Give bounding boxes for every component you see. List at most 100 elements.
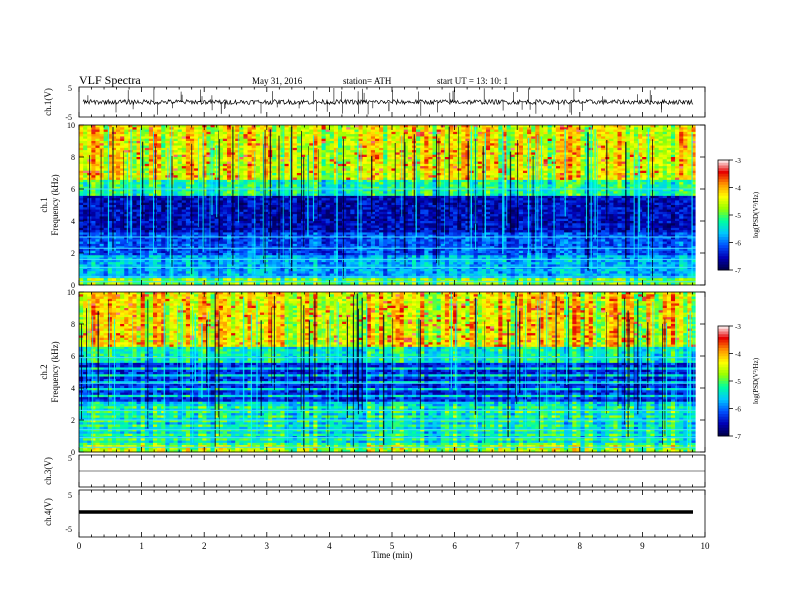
spectrogram-cell [330, 171, 335, 174]
spectrogram-cell [330, 182, 335, 185]
spectrogram-cell [544, 146, 549, 149]
spectrogram-cell [182, 171, 187, 174]
spectrogram-cell [256, 125, 261, 128]
spectrogram-cell [675, 166, 680, 169]
spectrogram-cell [338, 150, 343, 153]
spectrogram-cell [297, 194, 302, 197]
spectrogram-cell [609, 178, 614, 181]
spectrogram-cell [91, 130, 96, 133]
spectrogram-cell [186, 173, 191, 176]
spectrogram-cell [346, 194, 351, 197]
spectrogram-cell [367, 150, 372, 153]
spectrogram-cell [132, 198, 137, 201]
spectrogram-cell [523, 125, 528, 128]
spectrogram-cell [544, 139, 549, 142]
spectrogram-cell [350, 173, 355, 176]
spectrogram-cell [211, 134, 216, 137]
spectrogram-cell [272, 146, 277, 149]
spectrogram-cell [334, 198, 339, 201]
spectrogram-cell [87, 150, 92, 153]
spectrogram-cell [428, 139, 433, 142]
spectrogram-cell [375, 157, 380, 160]
spectrogram-cell [293, 173, 298, 176]
spectrogram-cell [659, 162, 664, 165]
spectrogram-cell [642, 178, 647, 181]
spectrogram-cell [149, 178, 154, 181]
spectrogram-cell [486, 146, 491, 149]
spectrogram-cell [243, 171, 248, 174]
spectrogram-cell [211, 139, 216, 142]
spectrogram-cell [461, 194, 466, 197]
spectrogram-cell [568, 134, 573, 137]
spectrogram-cell [194, 155, 199, 158]
spectrogram-cell [671, 139, 676, 142]
spectrogram-cell [396, 166, 401, 169]
spectrogram-cell [581, 173, 586, 176]
spectrogram-cell [618, 139, 623, 142]
spectrogram-cell [252, 134, 257, 137]
spectrogram-cell [285, 166, 290, 169]
spectrogram-cell [383, 150, 388, 153]
spectrogram-cell [671, 194, 676, 197]
spectrogram-cell [367, 134, 372, 137]
ch1-spectrogram-image [79, 125, 705, 285]
spectrogram-cell [453, 139, 458, 142]
spectrogram-cell [132, 125, 137, 128]
spectrogram-cell [322, 139, 327, 142]
spectrogram-cell [145, 155, 150, 158]
spectrogram-cell [581, 178, 586, 181]
spectrogram-cell [671, 171, 676, 174]
spectrogram-cell [581, 162, 586, 165]
spectrogram-cell [457, 166, 462, 169]
spectrogram-cell [679, 162, 684, 165]
spectrogram-cell [235, 198, 240, 201]
spectrogram-cell [116, 173, 121, 176]
spectrogram-cell [235, 178, 240, 181]
spectrogram-cell [149, 162, 154, 165]
spectrogram-cell [548, 150, 553, 153]
spectrogram-cell [211, 141, 216, 144]
spectrogram-cell [280, 171, 285, 174]
spectrogram-cell [519, 130, 524, 133]
spectrogram-cell [272, 166, 277, 169]
spectrogram-cell [346, 134, 351, 137]
spectrogram-cell [272, 125, 277, 128]
spectrogram-cell [622, 139, 627, 142]
spectrogram-cell [679, 171, 684, 174]
spectrogram-cell [548, 125, 553, 128]
spectrogram-cell [556, 157, 561, 160]
spectrogram-cell [655, 157, 660, 160]
spectrogram-cell [79, 139, 84, 142]
spectrogram-cell [424, 141, 429, 144]
spectrogram-cell [272, 178, 277, 181]
spectrogram-cell [124, 150, 129, 153]
spectrogram-cell [149, 198, 154, 201]
spectrogram-cell [272, 141, 277, 144]
spectrogram-cell [486, 178, 491, 181]
spectrogram-cell [95, 130, 100, 133]
spectrogram-cell [519, 166, 524, 169]
spectrogram-cell [95, 173, 100, 176]
spectrogram-cell [387, 194, 392, 197]
spectrogram-cell [280, 178, 285, 181]
spectrogram-cell [548, 166, 553, 169]
spectrogram-cell [375, 125, 380, 128]
spectrogram-cell [182, 157, 187, 160]
spectrogram-cell [576, 178, 581, 181]
spectrogram-cell [132, 194, 137, 197]
spectrogram-cell [91, 139, 96, 142]
spectrogram-cell [256, 146, 261, 149]
spectrogram-cell [457, 194, 462, 197]
spectrogram-cell [667, 166, 672, 169]
spectrogram-cell [132, 178, 137, 181]
spectrogram-cell [145, 139, 150, 142]
spectrogram-cell [79, 157, 84, 160]
spectrogram-cell [174, 141, 179, 144]
spectrogram-cell [371, 130, 376, 133]
spectrogram-cell [465, 130, 470, 133]
spectrogram-cell [486, 194, 491, 197]
spectrogram-cell [223, 171, 228, 174]
spectrogram-cell [157, 130, 162, 133]
spectrogram-cell [531, 134, 536, 137]
spectrogram-cell [461, 150, 466, 153]
